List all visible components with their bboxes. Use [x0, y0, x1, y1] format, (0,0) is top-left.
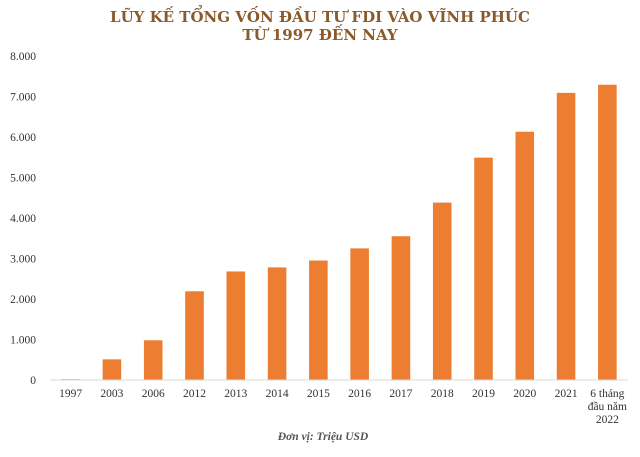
y-tick-label: 7.000: [10, 92, 36, 104]
y-tick-label: 0: [30, 375, 36, 387]
x-tick-label: 2014: [266, 388, 289, 400]
bars: [61, 84, 617, 380]
x-tick-label: 1997: [59, 388, 82, 400]
y-tick-label: 4.000: [10, 213, 36, 225]
bar: [474, 157, 493, 380]
bar: [143, 340, 163, 380]
x-tick-label: 2013: [224, 388, 247, 400]
x-tick-label: 2006: [142, 388, 165, 400]
x-tick-label: 2017: [389, 388, 412, 400]
bar: [309, 260, 328, 380]
chart-subtitle: TỪ 1997 ĐẾN NAY: [242, 24, 398, 44]
chart-title: LŨY KẾ TỔNG VỐN ĐẦU TƯ FDI VÀO VĨNH PHÚC: [110, 5, 530, 26]
x-tick-label: 2016: [348, 388, 371, 400]
bar: [515, 131, 535, 380]
x-tick-label: 2018: [431, 388, 454, 400]
x-tick-label: 2021: [555, 388, 578, 400]
bar: [267, 267, 287, 380]
x-tick-label: 2015: [307, 388, 330, 400]
bar: [226, 271, 246, 380]
y-tick-label: 2.000: [10, 294, 36, 306]
bar: [598, 84, 617, 380]
y-tick-label: 5.000: [10, 173, 36, 185]
x-tick-label: 2012: [183, 388, 206, 400]
bar: [350, 248, 369, 380]
y-axis: 0 1.000 2.000 3.000 4.000 5.000 6.000 7.000 8.00…: [10, 51, 36, 387]
y-tick-label: 6.000: [10, 132, 36, 144]
x-tick-label: 2003: [100, 388, 123, 400]
y-tick-label: 8.000: [10, 51, 36, 63]
x-tick-label: 6 tháng đầu năm 2022: [588, 388, 627, 426]
bar: [432, 202, 452, 380]
unit-note: Đơn vị: Triệu USD: [277, 431, 369, 443]
y-tick-label: 1.000: [10, 335, 36, 347]
x-tick-label: 2019: [472, 388, 495, 400]
bar: [102, 359, 122, 380]
bar: [556, 92, 576, 380]
y-tick-label: 3.000: [10, 254, 36, 266]
x-axis: 1997 2003 2006 2012 2013 2014 2015 2016 2017 2018…: [59, 388, 627, 426]
bar: [391, 236, 411, 380]
x-tick-label: 2020: [513, 388, 536, 400]
bar: [185, 291, 204, 380]
